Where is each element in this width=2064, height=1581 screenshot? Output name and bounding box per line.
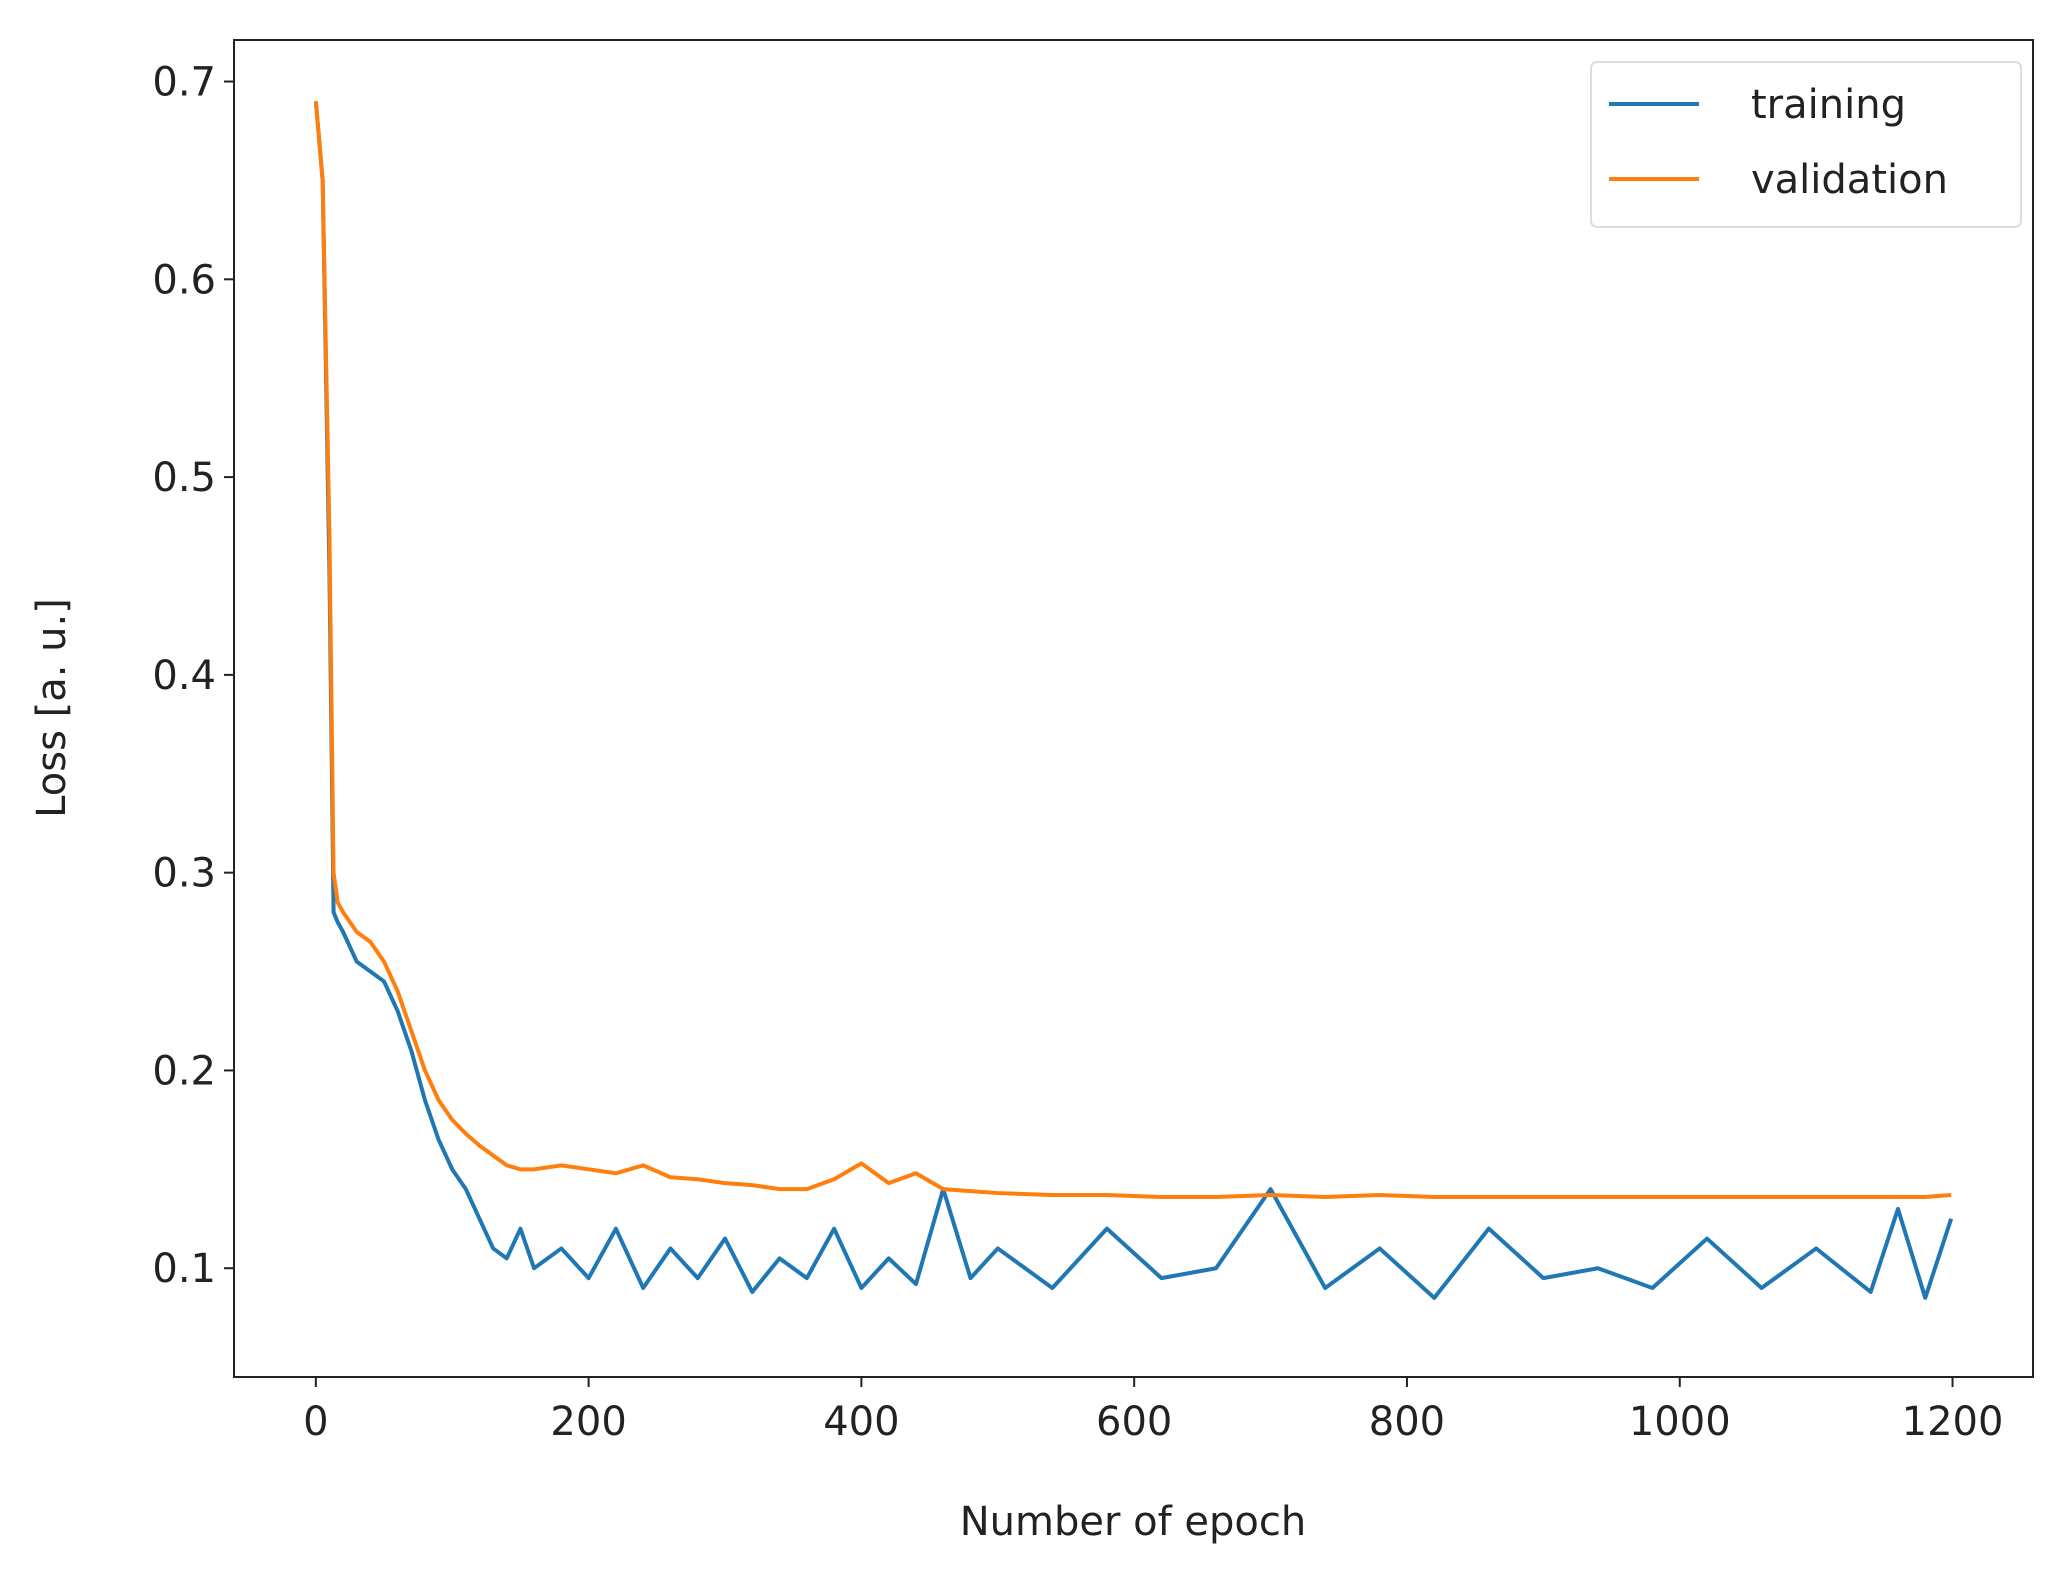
data-line — [313, 101, 1954, 1300]
legend-label: training — [1751, 82, 1906, 128]
x-axis-label: Number of epoch — [960, 1499, 1306, 1545]
y-tick-label: 0.7 — [152, 60, 216, 106]
y-tick-label: 0.5 — [152, 455, 216, 501]
x-tick-label: 0 — [303, 1399, 328, 1445]
y-tick-label: 0.6 — [152, 257, 216, 303]
y-tick-label: 0.2 — [152, 1048, 216, 1094]
y-axis-label: Loss [a. u.] — [29, 598, 75, 818]
y-tick-label: 0.4 — [152, 653, 216, 699]
data-line — [313, 101, 1952, 1200]
x-tick-label: 800 — [1369, 1399, 1445, 1445]
x-tick-label: 400 — [823, 1399, 899, 1445]
x-tick-label: 200 — [550, 1399, 626, 1445]
x-tick-label: 600 — [1096, 1399, 1172, 1445]
x-tick-label: 1200 — [1902, 1399, 2004, 1445]
x-tick-label: 1000 — [1629, 1399, 1731, 1445]
y-tick-label: 0.3 — [152, 851, 216, 897]
y-tick-label: 0.1 — [152, 1246, 216, 1292]
legend-label: validation — [1751, 157, 1948, 203]
plot-frame — [233, 39, 2034, 1378]
